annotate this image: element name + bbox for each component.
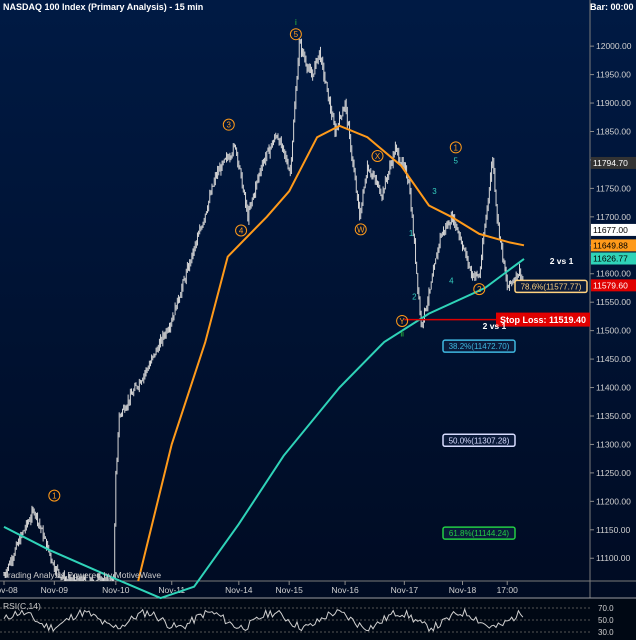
fib-level-box: [442, 433, 516, 448]
wave-label: 3: [432, 187, 437, 196]
rsi-line: [3, 607, 524, 633]
fib-level-label: 38.2%(11472.70): [449, 342, 510, 351]
x-tick-label: Nov-18: [449, 585, 477, 595]
fib-level-box: [514, 279, 588, 294]
wave-label-circle: [371, 149, 384, 162]
y-tick-label: 11700.00: [596, 212, 631, 222]
wave-label-circle: [473, 283, 486, 296]
teal-moving-average: [3, 258, 525, 600]
wave-label-circle: [222, 118, 235, 131]
wave-label: 2: [477, 285, 482, 294]
x-tick-label: Nov-10: [102, 585, 130, 595]
y-tick-label: 11850.00: [596, 126, 631, 136]
stop-loss-box: [496, 312, 590, 327]
rsi-tick-label: 30.0: [598, 628, 614, 637]
x-tick-label: 17:00: [497, 585, 519, 595]
wave-label-circle: [396, 314, 409, 327]
x-tick-label: Nov-16: [331, 585, 359, 595]
annotation-label: 2 vs 1: [483, 321, 507, 331]
bar-time-readout: Bar: 00:00: [590, 2, 634, 12]
y-tick-label: 11500.00: [596, 326, 631, 336]
price-bars: [3, 38, 524, 581]
y-tick-label: 11750.00: [596, 183, 631, 193]
wave-label-circle: [449, 141, 462, 154]
y-tick-label: 11100.00: [596, 553, 630, 563]
y-tick-label: 11950.00: [596, 70, 631, 80]
rsi-tick-label: 50.0: [598, 616, 614, 625]
wave-label: 5: [294, 30, 299, 39]
wave-label-circle: [289, 28, 302, 41]
y-tick-label: 11350.00: [596, 411, 631, 421]
wave-label-circle: [354, 223, 367, 236]
x-tick-label: Nov-15: [275, 585, 303, 595]
y-tick-label: 11600.00: [596, 269, 631, 279]
wave-label: 3: [227, 121, 232, 130]
y-tick-label: 11550.00: [596, 297, 631, 307]
wave-label: i: [295, 18, 297, 27]
price-box: [591, 239, 636, 252]
wave-label: 2: [412, 293, 417, 302]
price-box-label: 11579.60: [593, 280, 628, 290]
price-box: [591, 156, 636, 169]
price-box-label: 11649.88: [593, 240, 628, 250]
price-box: [591, 223, 636, 236]
wave-label-circle: [235, 224, 248, 237]
chart-title: NASDAQ 100 Index (Primary Analysis) - 15…: [3, 2, 204, 12]
wave-label: 1: [409, 229, 414, 238]
wave-label: 1: [454, 143, 459, 152]
wave-label: X: [375, 152, 381, 161]
y-tick-label: 11200.00: [596, 496, 631, 506]
wave-label: 4: [449, 277, 454, 286]
x-tick-label: Nov-09: [41, 585, 69, 595]
stop-loss-label: Stop Loss: 11519.40: [500, 315, 586, 325]
y-tick-label: 11900.00: [596, 98, 631, 108]
x-tick-label: Nov-14: [225, 585, 253, 595]
y-tick-label: 11450.00: [596, 354, 631, 364]
wave-label: 5: [454, 157, 459, 166]
price-box-label: 11626.77: [593, 254, 628, 264]
y-tick-label: 11300.00: [596, 439, 631, 449]
orange-moving-average: [137, 124, 525, 582]
y-tick-label: 11400.00: [596, 383, 631, 393]
wave-label: W: [357, 225, 365, 234]
annotation-label: 2 vs 1: [550, 256, 574, 266]
y-tick-label: 12000.00: [596, 41, 632, 51]
x-tick-label: Nov-08: [0, 585, 18, 595]
fib-level-box: [442, 339, 516, 353]
rsi-tick-label: 70.0: [598, 604, 614, 613]
price-box: [591, 252, 636, 265]
fib-level-box: [442, 526, 516, 540]
y-tick-label: 11150.00: [596, 525, 630, 535]
y-tick-label: 11250.00: [596, 468, 631, 478]
price-box-label: 11677.00: [593, 225, 628, 235]
watermark-credit: Trading Analysis Powered by MotiveWave: [3, 570, 162, 580]
fib-level-label: 78.6%(11577.77): [521, 282, 582, 291]
x-tick-label: Nov-11: [158, 585, 185, 595]
wave-label-circle: [48, 489, 61, 502]
wave-label: 1: [52, 492, 57, 501]
wave-label: 4: [239, 226, 244, 235]
rsi-indicator-label: RSI(C,14): [3, 601, 41, 611]
x-tick-label: Nov-17: [391, 585, 419, 595]
fib-level-label: 50.0%(11307.28): [449, 436, 510, 445]
fib-level-label: 61.8%(11144.24): [449, 529, 510, 538]
price-box: [591, 279, 636, 292]
wave-label: ii: [400, 329, 404, 338]
wave-label: Y: [399, 317, 405, 326]
price-box-label: 11794.70: [593, 158, 628, 168]
